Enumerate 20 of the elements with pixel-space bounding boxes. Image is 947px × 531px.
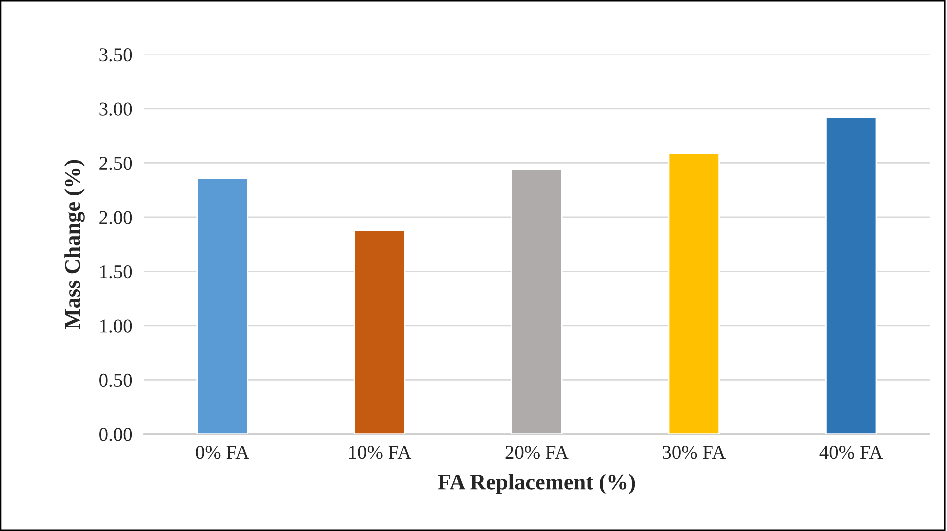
y-tick-label: 1.50	[100, 265, 132, 279]
y-tick-label: 0.50	[100, 374, 132, 388]
bar	[354, 230, 406, 434]
y-tick-label: 1.00	[100, 320, 132, 333]
bar	[511, 168, 563, 434]
y-tick-label: 2.00	[100, 211, 132, 224]
y-axis-title: Mass Change (%)	[64, 160, 85, 330]
y-tick-label: 2.50	[100, 156, 132, 170]
y-tick-label: 3.50	[100, 48, 132, 62]
y-tick-label: 0.00	[100, 428, 132, 442]
x-tick-label: 0% FA	[196, 446, 250, 460]
x-axis-title: FA Replacement (%)	[438, 474, 636, 494]
bar	[668, 152, 720, 434]
bar	[826, 116, 878, 434]
y-tick-label: 3.00	[100, 102, 132, 116]
x-tick-label: 30% FA	[663, 446, 726, 460]
bar	[196, 178, 248, 434]
x-tick-label: 40% FA	[820, 446, 884, 460]
x-tick-label: 10% FA	[349, 446, 412, 460]
x-tick-label: 20% FA	[506, 446, 569, 460]
